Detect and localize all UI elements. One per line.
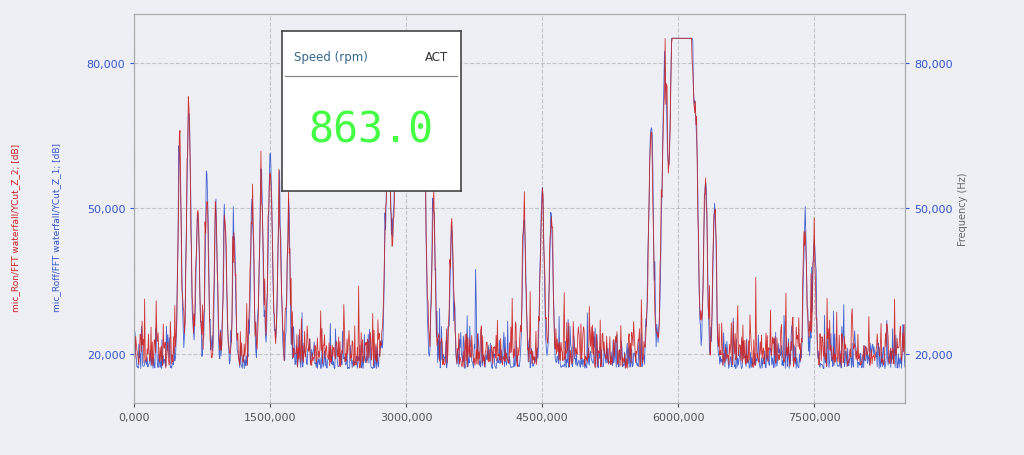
Text: mic_Roff/FFT waterfall/YCut_Z_1; [dB]: mic_Roff/FFT waterfall/YCut_Z_1; [dB]: [52, 143, 60, 312]
Text: ACT: ACT: [425, 51, 449, 64]
Text: 863.0: 863.0: [308, 110, 434, 152]
Text: Speed (rpm): Speed (rpm): [294, 51, 368, 64]
Y-axis label: Frequency (Hz): Frequency (Hz): [958, 172, 968, 246]
Text: mic_Ron/FFT waterfall/YCut_Z_2; [dB]: mic_Ron/FFT waterfall/YCut_Z_2; [dB]: [11, 144, 19, 311]
